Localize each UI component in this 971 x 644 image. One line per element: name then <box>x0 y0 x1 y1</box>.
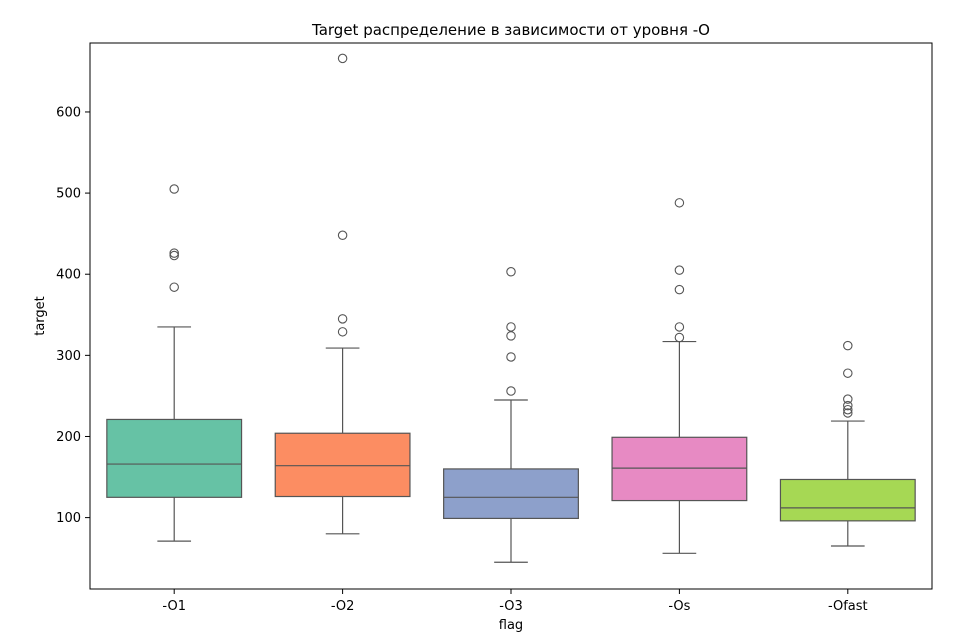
outlier-point <box>169 248 179 258</box>
y-tick-label: 200 <box>56 430 81 445</box>
outlier-point <box>843 340 853 351</box>
y-tick-label: 400 <box>56 268 81 283</box>
outlier-point <box>843 408 853 418</box>
outlier-point <box>843 368 853 378</box>
x-tick-label: -O3 <box>499 599 523 614</box>
outlier-point <box>169 184 179 194</box>
y-tick-label: 600 <box>56 105 81 120</box>
box-iqr <box>106 418 243 498</box>
outlier-point <box>843 404 853 415</box>
outlier-point <box>674 284 685 295</box>
y-axis-label: target <box>33 296 48 336</box>
box-iqr <box>443 468 579 520</box>
outlier-point <box>337 53 348 64</box>
boxes-layer <box>106 53 916 563</box>
chart-title: Target распределение в зависимости от ур… <box>311 21 710 39</box>
outlier-point <box>337 327 348 337</box>
x-tick-label: -O2 <box>331 599 355 614</box>
outlier-point <box>674 332 685 343</box>
box-group-o1 <box>106 184 243 542</box>
box-group-o3 <box>443 267 579 563</box>
outlier-point <box>506 386 516 396</box>
outlier-point <box>337 314 348 324</box>
y-tick-label: 100 <box>56 511 81 526</box>
outlier-point <box>674 322 685 332</box>
outlier-point <box>674 198 685 208</box>
box-group-os <box>611 198 748 554</box>
x-tick-label: -Ofast <box>828 599 868 614</box>
outlier-point <box>506 322 516 332</box>
outlier-point <box>674 265 685 275</box>
outlier-point <box>337 230 348 241</box>
x-tick-label: -Os <box>668 599 690 614</box>
outlier-point <box>169 250 179 261</box>
outlier-point <box>506 267 516 277</box>
box-group-o2 <box>274 53 411 535</box>
box-iqr <box>611 436 748 502</box>
x-tick-label: -O1 <box>162 599 186 614</box>
box-iqr <box>274 432 411 498</box>
outlier-point <box>506 331 516 341</box>
outlier-point <box>169 282 179 292</box>
y-tick-label: 300 <box>56 349 81 364</box>
x-axis: -O1 -O2 -O3 -Os -Ofast <box>162 589 868 614</box>
box-group-ofast <box>779 340 916 547</box>
outlier-point <box>506 352 516 362</box>
y-axis: 100 200 300 400 500 600 <box>56 105 90 526</box>
outlier-point <box>843 394 853 404</box>
y-tick-label: 500 <box>56 187 81 202</box>
outlier-point <box>843 400 853 411</box>
x-axis-label: flag <box>499 618 523 633</box>
box-iqr <box>779 478 916 522</box>
